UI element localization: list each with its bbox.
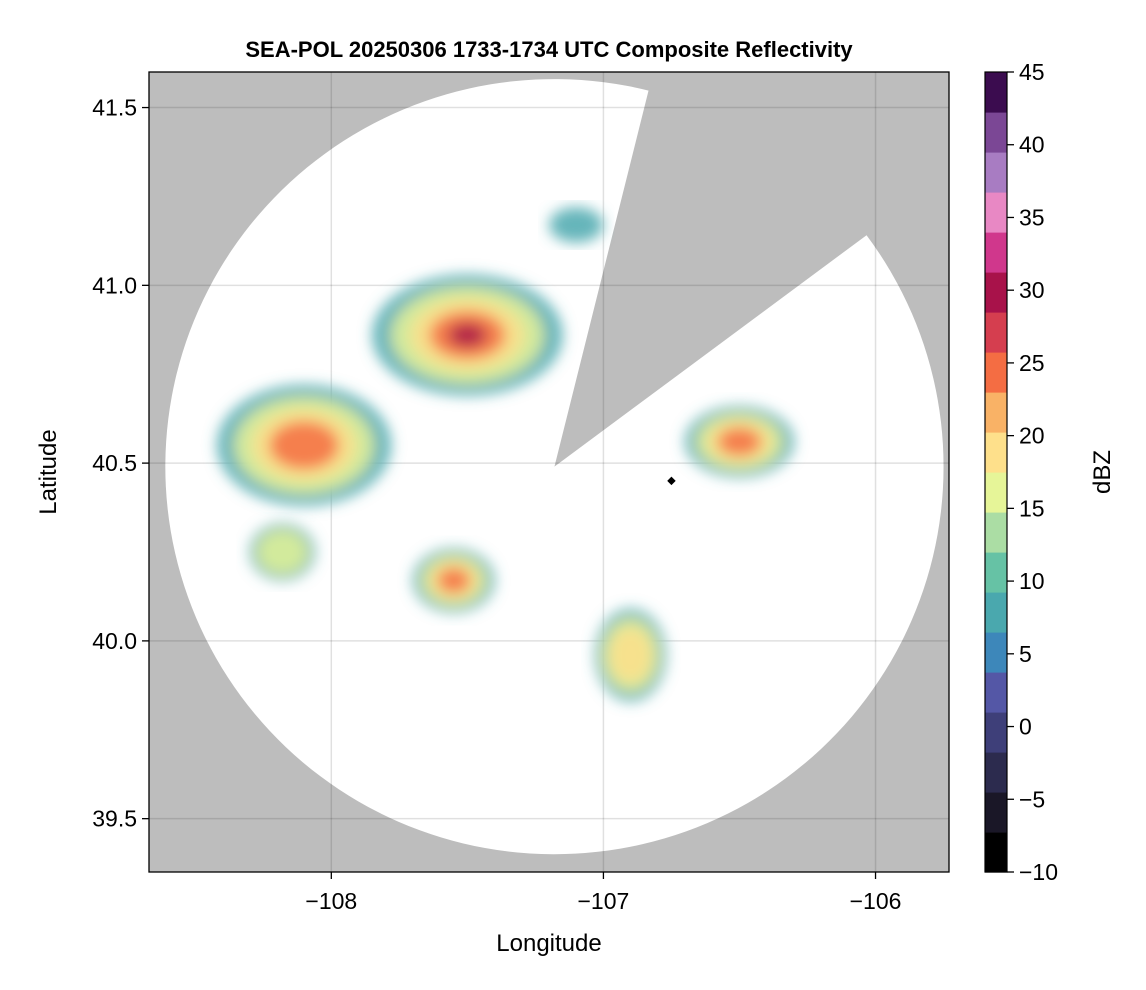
chart-title: SEA-POL 20250306 1733-1734 UTC Composite… xyxy=(245,37,853,62)
colorbar-tick-label: −10 xyxy=(1019,859,1058,885)
echo-contour xyxy=(717,427,762,456)
site-marker xyxy=(667,476,676,486)
colorbar-tick-label: 0 xyxy=(1019,714,1032,740)
colorbar-tick-label: 10 xyxy=(1019,568,1045,594)
colorbar-swatch xyxy=(985,792,1007,833)
radar-coverage-area xyxy=(165,79,944,855)
colorbar-tick-label: 5 xyxy=(1019,641,1032,667)
echo-contour xyxy=(448,323,487,348)
y-tick-label: 41.5 xyxy=(92,95,137,121)
echo-cell xyxy=(372,274,563,396)
colorbar-tick-label: 35 xyxy=(1019,204,1045,230)
echo-contour xyxy=(269,421,339,470)
colorbar-tick-label: 20 xyxy=(1019,423,1045,449)
colorbar-tick-label: 40 xyxy=(1019,132,1045,158)
colorbar-swatch xyxy=(985,232,1007,273)
colorbar-swatch xyxy=(985,272,1007,313)
echo-contour xyxy=(437,567,471,594)
y-tick-label: 40.0 xyxy=(92,628,137,654)
colorbar-swatch xyxy=(985,392,1007,433)
colorbar-swatch xyxy=(985,632,1007,673)
colorbar-frame xyxy=(984,71,1008,873)
colorbar-swatch xyxy=(985,352,1007,393)
x-tick-label: −108 xyxy=(305,888,357,914)
colorbar-swatch xyxy=(985,72,1007,113)
colorbar-swatch xyxy=(985,752,1007,793)
y-axis-label: Latitude xyxy=(35,429,62,514)
colorbar-swatch xyxy=(985,552,1007,593)
colorbar-swatch xyxy=(985,592,1007,633)
colorbar-tick-label: 45 xyxy=(1019,59,1045,85)
echo-contour xyxy=(609,627,652,683)
colorbar-swatch xyxy=(985,312,1007,353)
colorbar-tick-label: 25 xyxy=(1019,350,1045,376)
grid-lines xyxy=(149,72,949,872)
colorbar-tick-label: 15 xyxy=(1019,495,1045,521)
echo-cell xyxy=(549,207,604,243)
colorbar-swatch xyxy=(985,472,1007,513)
colorbar-swatch xyxy=(985,672,1007,713)
colorbar-tick-label: −5 xyxy=(1019,786,1045,812)
colorbar-swatch xyxy=(985,192,1007,233)
colorbar-swatch xyxy=(985,712,1007,753)
colorbar-swatch xyxy=(985,112,1007,153)
echo-cell xyxy=(412,548,495,613)
echo-contour xyxy=(549,207,604,243)
reflectivity-echoes xyxy=(217,207,794,702)
x-axis-label: Longitude xyxy=(496,930,601,957)
echo-cell xyxy=(249,523,315,581)
colorbar-swatch xyxy=(985,832,1007,873)
y-axis-ticks: 39.5 40.0 40.5 41.0 41.5 xyxy=(92,95,149,832)
colorbar-swatch xyxy=(985,432,1007,473)
colorbar-tick-label: 30 xyxy=(1019,277,1045,303)
colorbar-label: dBZ xyxy=(1089,450,1116,494)
colorbar-swatch xyxy=(985,512,1007,553)
echo-cell xyxy=(595,608,667,702)
echo-cell xyxy=(217,384,392,506)
echo-cell xyxy=(685,406,794,478)
y-tick-label: 40.5 xyxy=(92,450,137,476)
y-tick-label: 39.5 xyxy=(92,806,137,832)
plot-frame xyxy=(148,71,950,873)
x-tick-label: −106 xyxy=(850,888,902,914)
x-axis-ticks: −108 −107 −106 xyxy=(305,872,901,914)
echo-contour xyxy=(256,529,309,575)
y-tick-label: 41.0 xyxy=(92,272,137,298)
colorbar-swatch xyxy=(985,152,1007,193)
x-tick-label: −107 xyxy=(578,888,630,914)
colorbar: −10 −5 0 5 10 15 20 25 30 35 40 45 xyxy=(984,59,1058,885)
